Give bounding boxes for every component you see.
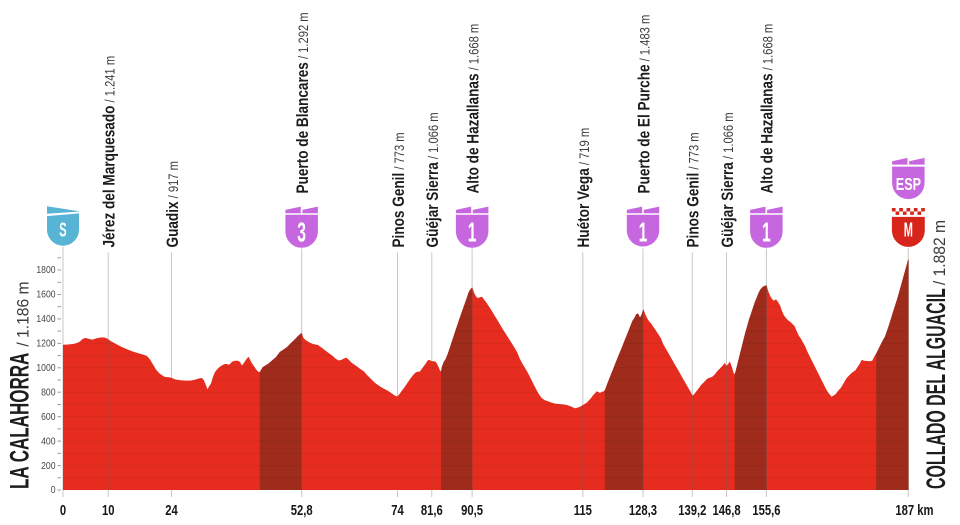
- svg-text:146,8: 146,8: [712, 501, 740, 518]
- svg-text:M: M: [904, 219, 913, 241]
- svg-text:ESP: ESP: [896, 175, 921, 195]
- svg-text:S: S: [59, 219, 66, 241]
- svg-text:90,5: 90,5: [461, 501, 483, 518]
- svg-text:Puerto de Blancares / 1.292 m: Puerto de Blancares / 1.292 m: [294, 12, 313, 193]
- svg-text:Pinos Genil / 773 m: Pinos Genil / 773 m: [389, 132, 408, 247]
- svg-text:187 km: 187 km: [895, 501, 933, 518]
- svg-text:Huétor Vega / 719 m: Huétor Vega / 719 m: [575, 128, 594, 248]
- svg-text:Güéjar Sierra / 1.066 m: Güéjar Sierra / 1.066 m: [718, 112, 737, 247]
- svg-text:81,6: 81,6: [421, 501, 443, 518]
- svg-text:/ 1.882 m: / 1.882 m: [930, 220, 949, 290]
- svg-text:LA CALAHORRA: LA CALAHORRA: [5, 353, 35, 489]
- svg-text:400: 400: [41, 436, 55, 448]
- svg-text:1200: 1200: [36, 338, 55, 350]
- svg-text:600: 600: [41, 411, 55, 423]
- svg-text:155,6: 155,6: [752, 501, 780, 518]
- svg-text:Jérez del Marquesado / 1.241 m: Jérez del Marquesado / 1.241 m: [100, 56, 119, 248]
- svg-text:Güéjar Sierra / 1.066 m: Güéjar Sierra / 1.066 m: [424, 112, 443, 247]
- svg-text:1: 1: [468, 216, 477, 248]
- svg-text:3: 3: [297, 216, 306, 248]
- svg-text:Puerto de El Purche / 1.483 m: Puerto de El Purche / 1.483 m: [635, 15, 654, 194]
- svg-text:COLLADO DEL ALGUACIL: COLLADO DEL ALGUACIL: [920, 288, 950, 489]
- svg-text:800: 800: [41, 387, 55, 399]
- svg-text:0: 0: [51, 484, 56, 496]
- svg-text:/ 1.186 m: / 1.186 m: [14, 281, 33, 351]
- svg-text:24: 24: [165, 501, 178, 518]
- svg-text:Alto de Hazallanas / 1.668 m: Alto de Hazallanas / 1.668 m: [464, 24, 483, 194]
- svg-text:74: 74: [391, 501, 404, 518]
- svg-text:200: 200: [41, 460, 55, 472]
- svg-text:1000: 1000: [36, 362, 55, 374]
- svg-text:52,8: 52,8: [291, 501, 313, 518]
- svg-text:139,2: 139,2: [678, 501, 706, 518]
- svg-text:115: 115: [574, 501, 592, 518]
- svg-text:Alto de Hazallanas / 1.668 m: Alto de Hazallanas / 1.668 m: [758, 24, 777, 194]
- svg-text:10: 10: [102, 501, 115, 518]
- svg-text:128,3: 128,3: [629, 501, 657, 518]
- svg-text:1400: 1400: [36, 313, 55, 325]
- svg-text:1: 1: [762, 216, 771, 248]
- svg-text:1: 1: [639, 216, 648, 248]
- svg-text:Guadix / 917 m: Guadix / 917 m: [163, 161, 182, 247]
- svg-text:1800: 1800: [36, 264, 55, 276]
- svg-text:0: 0: [60, 501, 66, 518]
- svg-text:1600: 1600: [36, 289, 55, 301]
- svg-text:Pinos Genil / 773 m: Pinos Genil / 773 m: [684, 132, 703, 247]
